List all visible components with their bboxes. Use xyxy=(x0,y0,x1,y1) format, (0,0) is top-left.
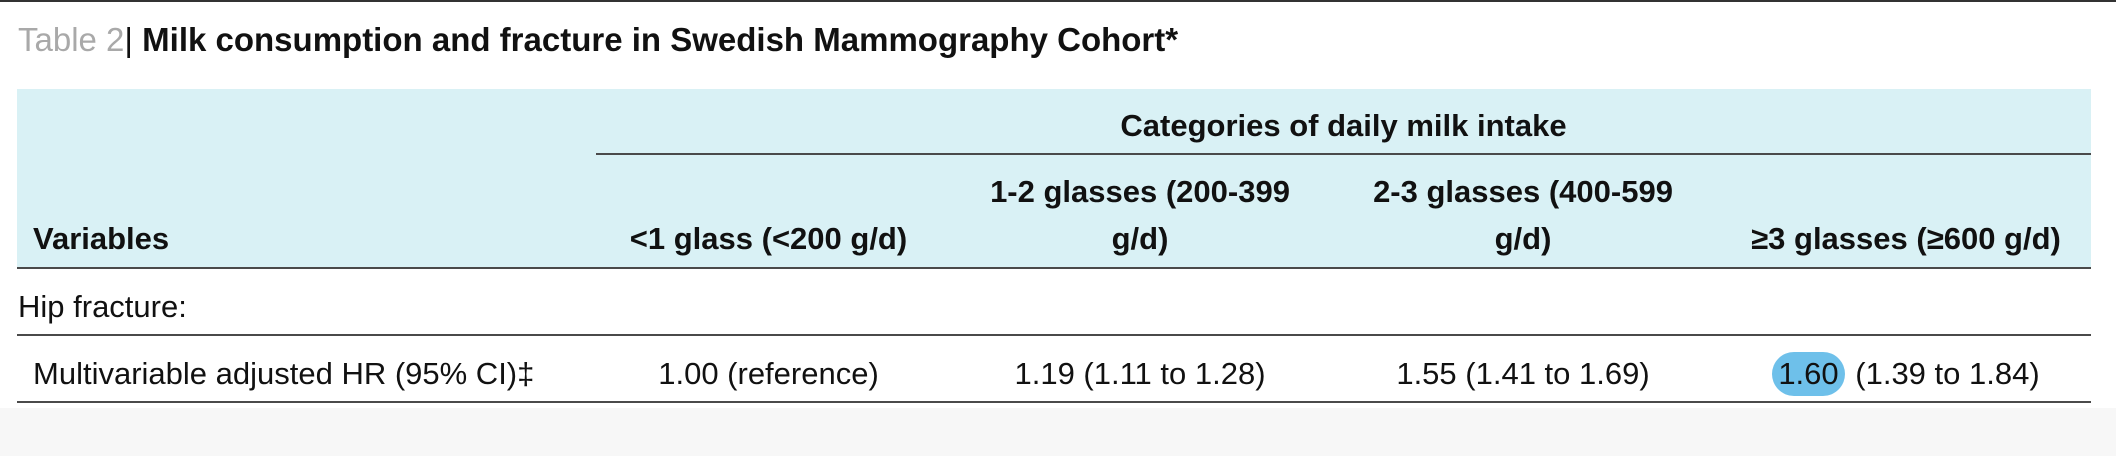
caption-separator: | xyxy=(124,21,133,58)
column-header-lt1-glass: <1 glass (<200 g/d) xyxy=(629,221,908,256)
column-header-variables: Variables xyxy=(33,221,170,256)
cell-hr-2-3-glasses: 1.55 (1.41 to 1.69) xyxy=(1396,356,1650,391)
table-header-band xyxy=(17,89,2091,267)
cell-hr-1-2-glasses: 1.19 (1.11 to 1.28) xyxy=(1014,356,1266,391)
top-rule xyxy=(0,0,2116,2)
section-label: Hip fracture: xyxy=(18,289,187,324)
cell-hr-lt1-glass: 1.00 (reference) xyxy=(658,356,879,391)
table-title: Milk consumption and fracture in Swedish… xyxy=(133,21,1179,58)
column-header-1-2-glasses-line2: g/d) xyxy=(1111,221,1169,256)
section-rule xyxy=(17,334,2091,336)
table-bottom-rule xyxy=(17,401,2091,403)
column-header-2-3-glasses-line2: g/d) xyxy=(1494,221,1552,256)
page-background-strip xyxy=(0,408,2116,456)
column-header-3plus-glasses: ≥3 glasses (≥600 g/d) xyxy=(1751,221,2061,256)
row-label: Multivariable adjusted HR (95% CI)‡ xyxy=(33,356,535,391)
table-caption: Table 2| Milk consumption and fracture i… xyxy=(18,20,1178,60)
column-header-2-3-glasses-line1: 2-3 glasses (400-599 xyxy=(1373,174,1673,209)
cell-hr-3plus-glasses: 1.60 (1.39 to 1.84) xyxy=(1720,352,2092,396)
column-header-1-2-glasses-line1: 1-2 glasses (200-399 xyxy=(990,174,1290,209)
header-bottom-rule xyxy=(17,267,2091,269)
cell-hr-3plus-ci: (1.39 to 1.84) xyxy=(1846,356,2040,391)
table-number: Table 2 xyxy=(18,21,125,58)
spanning-header: Categories of daily milk intake xyxy=(1120,108,1567,143)
highlighted-value[interactable]: 1.60 xyxy=(1772,352,1845,396)
spanning-header-rule xyxy=(596,153,2091,155)
